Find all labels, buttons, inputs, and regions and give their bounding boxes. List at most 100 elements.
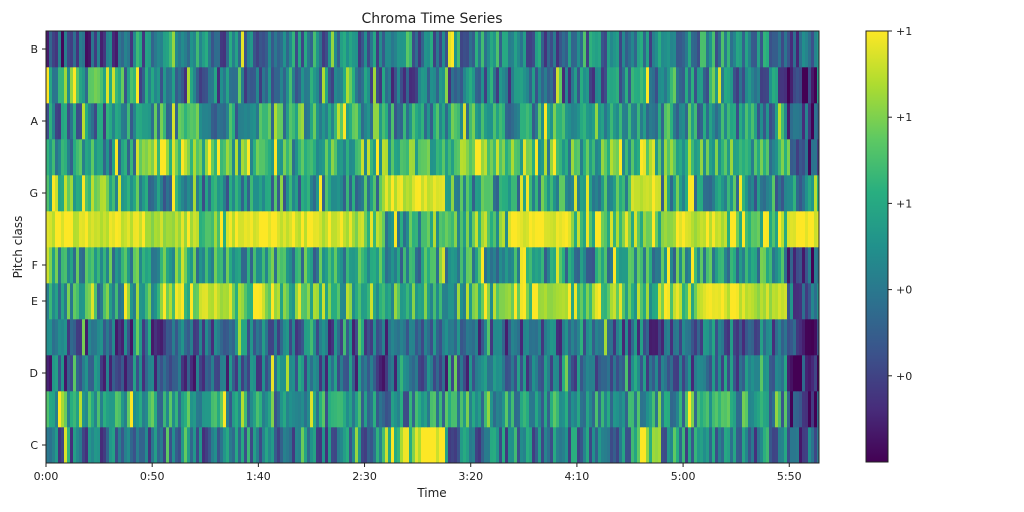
heatmap-cell <box>376 31 380 68</box>
heatmap-cell <box>103 427 107 464</box>
heatmap-cell <box>661 175 665 212</box>
heatmap-cell <box>541 103 545 140</box>
heatmap-cell <box>535 211 539 248</box>
heatmap-cell <box>550 211 554 248</box>
heatmap-cell <box>394 175 398 212</box>
heatmap-cell <box>106 175 110 212</box>
heatmap-cell <box>685 211 689 248</box>
heatmap-cell <box>718 355 722 392</box>
heatmap-cell <box>628 67 632 104</box>
heatmap-cell <box>649 247 653 284</box>
heatmap-cell <box>721 139 725 176</box>
heatmap-cell <box>505 31 509 68</box>
heatmap-cell <box>784 355 788 392</box>
heatmap-cell <box>709 211 713 248</box>
heatmap-cell <box>187 427 191 464</box>
heatmap-cell <box>181 31 185 68</box>
heatmap-cell <box>502 103 506 140</box>
heatmap-cell <box>295 103 299 140</box>
heatmap-cell <box>589 391 593 428</box>
heatmap-cell <box>652 355 656 392</box>
heatmap-cell <box>175 31 179 68</box>
heatmap-cell <box>103 103 107 140</box>
heatmap-cell <box>229 427 233 464</box>
heatmap-cell <box>166 67 170 104</box>
heatmap-cell <box>661 139 665 176</box>
heatmap-cell <box>742 67 746 104</box>
heatmap-cell <box>709 283 713 320</box>
heatmap-cell <box>646 427 650 464</box>
heatmap-cell <box>646 103 650 140</box>
heatmap-cell <box>643 211 647 248</box>
heatmap-cell <box>508 139 512 176</box>
heatmap-cell <box>670 103 674 140</box>
heatmap-cell <box>808 103 812 140</box>
heatmap-cell <box>733 247 737 284</box>
heatmap-cell <box>664 319 668 356</box>
heatmap-cell <box>745 31 749 68</box>
heatmap-cell <box>172 67 176 104</box>
heatmap-cell <box>385 391 389 428</box>
heatmap-cell <box>58 247 62 284</box>
heatmap-cell <box>94 247 98 284</box>
heatmap-cell <box>46 391 50 428</box>
heatmap-cell <box>307 103 311 140</box>
heatmap-cell <box>808 67 812 104</box>
heatmap-cell <box>286 67 290 104</box>
heatmap-cell <box>544 247 548 284</box>
heatmap-cell <box>283 247 287 284</box>
heatmap-cell <box>754 427 758 464</box>
heatmap-cell <box>370 247 374 284</box>
heatmap-cell <box>784 391 788 428</box>
heatmap-cell <box>679 175 683 212</box>
heatmap-cell <box>631 31 635 68</box>
heatmap-cell <box>91 175 95 212</box>
heatmap-cell <box>427 139 431 176</box>
heatmap-cell <box>736 427 740 464</box>
heatmap-cell <box>133 103 137 140</box>
heatmap-cell <box>760 31 764 68</box>
heatmap-cell <box>199 175 203 212</box>
heatmap-cell <box>478 211 482 248</box>
heatmap-cell <box>682 31 686 68</box>
heatmap-cell <box>400 391 404 428</box>
heatmap-cell <box>646 355 650 392</box>
heatmap-cell <box>565 391 569 428</box>
heatmap-cell <box>352 283 356 320</box>
heatmap-cell <box>256 391 260 428</box>
heatmap-cell <box>400 139 404 176</box>
heatmap-cell <box>184 427 188 464</box>
heatmap-cell <box>763 211 767 248</box>
heatmap-cell <box>244 283 248 320</box>
heatmap-cell <box>361 247 365 284</box>
heatmap-cell <box>196 67 200 104</box>
heatmap-cell <box>73 391 77 428</box>
heatmap-cell <box>814 103 818 140</box>
heatmap-cell <box>304 391 308 428</box>
heatmap-cell <box>559 175 563 212</box>
heatmap-cell <box>109 427 113 464</box>
heatmap-cell <box>274 67 278 104</box>
heatmap-cell <box>118 427 122 464</box>
heatmap-cell <box>781 175 785 212</box>
heatmap-cell <box>100 319 104 356</box>
heatmap-cell <box>88 175 92 212</box>
heatmap-cell <box>346 175 350 212</box>
heatmap-cell <box>640 391 644 428</box>
heatmap-cell <box>619 103 623 140</box>
heatmap-cell <box>229 211 233 248</box>
heatmap-cell <box>766 427 770 464</box>
heatmap-cell <box>517 103 521 140</box>
heatmap-cell <box>760 139 764 176</box>
heatmap-cell <box>142 247 146 284</box>
heatmap-cell <box>220 67 224 104</box>
heatmap-cell <box>481 175 485 212</box>
heatmap-cell <box>511 355 515 392</box>
heatmap-cell <box>691 31 695 68</box>
heatmap-cell <box>55 427 59 464</box>
heatmap-cell <box>586 355 590 392</box>
heatmap-cell <box>124 427 128 464</box>
heatmap-cell <box>448 67 452 104</box>
heatmap-cell <box>628 283 632 320</box>
heatmap-cell <box>283 31 287 68</box>
